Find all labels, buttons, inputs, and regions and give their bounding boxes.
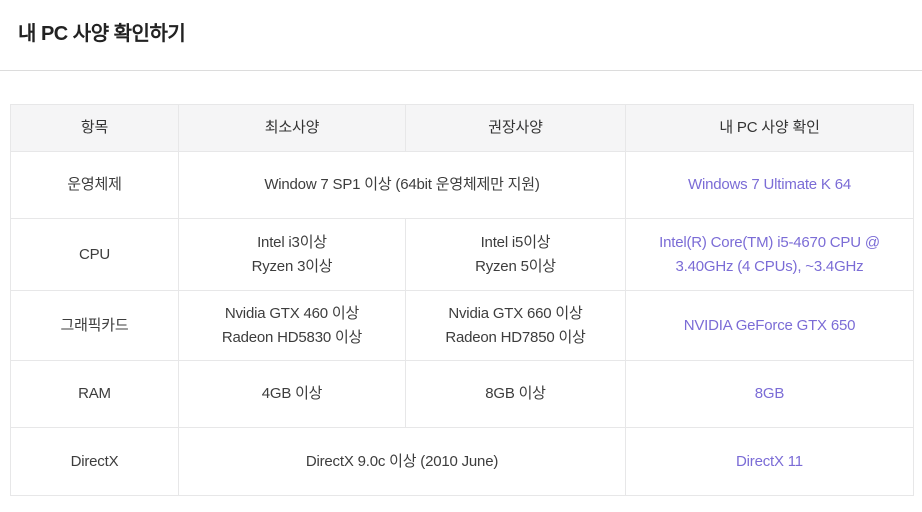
cpu-min-value: Intel i3이상 Ryzen 3이상 bbox=[178, 218, 406, 291]
table-row-cpu: CPU Intel i3이상 Ryzen 3이상 Intel i5이상 Ryze… bbox=[10, 218, 914, 291]
ram-item-label: RAM bbox=[10, 360, 179, 428]
page-title: 내 PC 사양 확인하기 bbox=[18, 23, 186, 45]
directx-my-pc-value: DirectX 11 bbox=[625, 427, 914, 496]
title-divider bbox=[0, 70, 922, 71]
cpu-rec-value: Intel i5이상 Ryzen 5이상 bbox=[405, 218, 626, 291]
header-cell-item: 항목 bbox=[10, 104, 179, 152]
gpu-rec-value: Nvidia GTX 660 이상 Radeon HD7850 이상 bbox=[405, 290, 626, 361]
cpu-item-label: CPU bbox=[10, 218, 179, 291]
gpu-min-value: Nvidia GTX 460 이상 Radeon HD5830 이상 bbox=[178, 290, 406, 361]
directx-min-rec-value: DirectX 9.0c 이상 (2010 June) bbox=[178, 427, 626, 496]
header-cell-recommended-spec: 권장사양 bbox=[405, 104, 626, 152]
os-min-rec-value: Window 7 SP1 이상 (64bit 운영체제만 지원) bbox=[178, 151, 626, 219]
ram-my-pc-value: 8GB bbox=[625, 360, 914, 428]
table-row-directx: DirectX DirectX 9.0c 이상 (2010 June) Dire… bbox=[10, 427, 914, 496]
table-row-ram: RAM 4GB 이상 8GB 이상 8GB bbox=[10, 360, 914, 428]
os-my-pc-value: Windows 7 Ultimate K 64 bbox=[625, 151, 914, 219]
pc-spec-table: 항목 최소사양 권장사양 내 PC 사양 확인 운영체제 Window 7 SP… bbox=[10, 104, 914, 496]
gpu-my-pc-value: NVIDIA GeForce GTX 650 bbox=[625, 290, 914, 361]
ram-min-value: 4GB 이상 bbox=[178, 360, 406, 428]
cpu-my-pc-value: Intel(R) Core(TM) i5-4670 CPU @ 3.40GHz … bbox=[625, 218, 914, 291]
table-header-row: 항목 최소사양 권장사양 내 PC 사양 확인 bbox=[10, 104, 914, 152]
os-item-label: 운영체제 bbox=[10, 151, 179, 219]
ram-rec-value: 8GB 이상 bbox=[405, 360, 626, 428]
header-cell-my-pc-spec: 내 PC 사양 확인 bbox=[625, 104, 914, 152]
header-cell-min-spec: 최소사양 bbox=[178, 104, 406, 152]
table-row-gpu: 그래픽카드 Nvidia GTX 460 이상 Radeon HD5830 이상… bbox=[10, 290, 914, 361]
gpu-item-label: 그래픽카드 bbox=[10, 290, 179, 361]
directx-item-label: DirectX bbox=[10, 427, 179, 496]
table-row-os: 운영체제 Window 7 SP1 이상 (64bit 운영체제만 지원) Wi… bbox=[10, 151, 914, 219]
